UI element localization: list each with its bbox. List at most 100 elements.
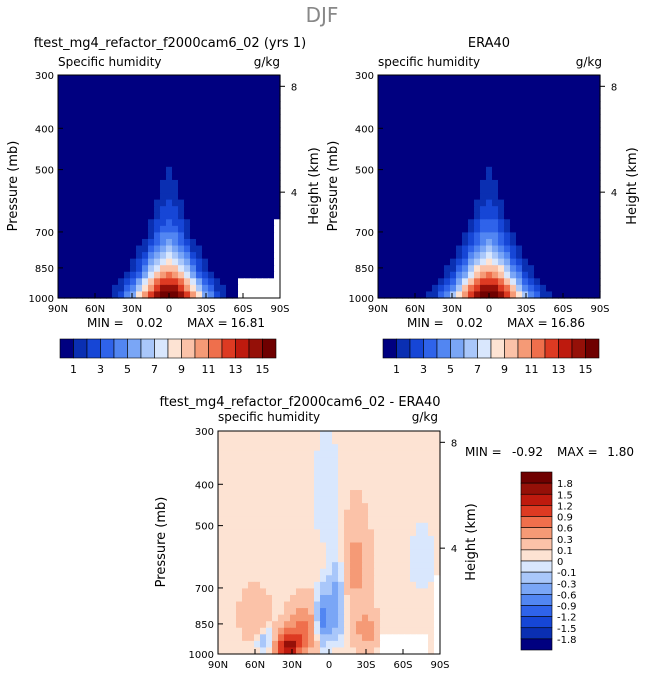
heatmap-cell bbox=[356, 601, 363, 609]
heatmap-cell bbox=[118, 75, 125, 83]
panel-diff-max-value: 1.80 bbox=[607, 445, 634, 459]
heatmap-cell bbox=[242, 457, 249, 465]
heatmap-cell bbox=[302, 503, 309, 511]
heatmap-cell bbox=[534, 107, 541, 115]
y2-tick-label: 4 bbox=[451, 544, 457, 555]
heatmap-cell bbox=[214, 238, 221, 247]
heatmap-cell bbox=[202, 127, 209, 135]
heatmap-cell bbox=[266, 431, 273, 439]
heatmap-cell bbox=[290, 444, 297, 452]
heatmap-cell bbox=[338, 463, 345, 471]
heatmap-cell bbox=[106, 252, 113, 260]
heatmap-cell bbox=[378, 127, 385, 135]
heatmap-cell bbox=[576, 271, 583, 279]
heatmap-cell bbox=[350, 568, 357, 576]
heatmap-cell bbox=[326, 431, 333, 439]
heatmap-cell bbox=[82, 219, 89, 227]
heatmap-cell bbox=[166, 265, 173, 273]
heatmap-cell bbox=[64, 94, 71, 102]
heatmap-cell bbox=[254, 483, 261, 491]
heatmap-cell bbox=[196, 219, 203, 227]
heatmap-cell bbox=[338, 470, 345, 478]
heatmap-cell bbox=[142, 101, 149, 109]
heatmap-cell bbox=[296, 562, 303, 570]
heatmap-cell bbox=[106, 88, 113, 96]
heatmap-cell bbox=[208, 225, 215, 234]
heatmap-cell bbox=[546, 94, 553, 102]
heatmap-cell bbox=[374, 496, 381, 504]
heatmap-cell bbox=[238, 252, 245, 260]
heatmap-cell bbox=[404, 568, 411, 576]
heatmap-cell bbox=[160, 271, 167, 279]
heatmap-cell bbox=[148, 199, 155, 207]
heatmap-cell bbox=[332, 581, 339, 590]
heatmap-cell bbox=[254, 614, 261, 622]
heatmap-cell bbox=[576, 153, 583, 161]
heatmap-cell bbox=[278, 516, 285, 524]
x-tick-label: 90S bbox=[590, 304, 609, 315]
heatmap-cell bbox=[272, 535, 279, 544]
heatmap-cell bbox=[492, 232, 499, 240]
heatmap-cell bbox=[124, 81, 131, 89]
heatmap-cell bbox=[266, 601, 273, 609]
heatmap-cell bbox=[238, 140, 245, 148]
heatmap-cell bbox=[528, 245, 535, 253]
heatmap-cell bbox=[396, 232, 403, 240]
heatmap-cell bbox=[588, 94, 595, 102]
heatmap-cell bbox=[142, 107, 149, 115]
colorbar-swatch bbox=[558, 338, 573, 359]
heatmap-cell bbox=[272, 627, 279, 635]
heatmap-cell bbox=[82, 186, 89, 194]
heatmap-cell bbox=[76, 252, 83, 260]
heatmap-cell bbox=[474, 114, 481, 122]
heatmap-cell bbox=[218, 640, 225, 649]
heatmap-cell bbox=[224, 608, 231, 616]
heatmap-cell bbox=[320, 608, 327, 616]
heatmap-cell bbox=[70, 81, 77, 89]
heatmap-cell bbox=[444, 140, 451, 148]
heatmap-cell bbox=[226, 278, 233, 286]
heatmap-cell bbox=[516, 232, 523, 240]
heatmap-cell bbox=[474, 94, 481, 102]
heatmap-cell bbox=[516, 193, 523, 201]
heatmap-cell bbox=[70, 291, 77, 299]
heatmap-cell bbox=[456, 271, 463, 279]
heatmap-cell bbox=[594, 193, 601, 201]
heatmap-cell bbox=[450, 193, 457, 201]
heatmap-cell bbox=[408, 193, 415, 201]
heatmap-cell bbox=[384, 153, 391, 161]
heatmap-cell bbox=[248, 437, 255, 445]
heatmap-cell bbox=[236, 542, 243, 550]
heatmap-cell bbox=[320, 588, 327, 596]
heatmap-cell bbox=[516, 179, 523, 188]
heatmap-cell bbox=[130, 166, 137, 174]
heatmap-cell bbox=[230, 529, 237, 537]
heatmap-cell bbox=[386, 483, 393, 491]
heatmap-cell bbox=[432, 258, 439, 266]
heatmap-cell bbox=[254, 542, 261, 550]
heatmap-cell bbox=[118, 179, 125, 188]
heatmap-cell bbox=[368, 542, 375, 550]
heatmap-cell bbox=[434, 444, 441, 452]
heatmap-cell bbox=[154, 134, 161, 142]
heatmap-cell bbox=[268, 147, 275, 155]
heatmap-cell bbox=[564, 238, 571, 247]
heatmap-cell bbox=[308, 640, 315, 649]
heatmap-cell bbox=[408, 127, 415, 135]
heatmap-cell bbox=[410, 503, 417, 511]
heatmap-cell bbox=[468, 88, 475, 96]
heatmap-cell bbox=[260, 581, 267, 590]
heatmap-cell bbox=[266, 627, 273, 635]
heatmap-cell bbox=[220, 252, 227, 260]
heatmap-cell bbox=[380, 529, 387, 537]
heatmap-cell bbox=[248, 608, 255, 616]
heatmap-cell bbox=[178, 134, 185, 142]
heatmap-cell bbox=[510, 120, 517, 129]
colorbar-swatch bbox=[477, 338, 492, 359]
heatmap-cell bbox=[468, 265, 475, 273]
heatmap-cell bbox=[552, 173, 559, 181]
heatmap-cell bbox=[94, 206, 101, 214]
heatmap-cell bbox=[534, 238, 541, 247]
heatmap-cell bbox=[178, 101, 185, 109]
